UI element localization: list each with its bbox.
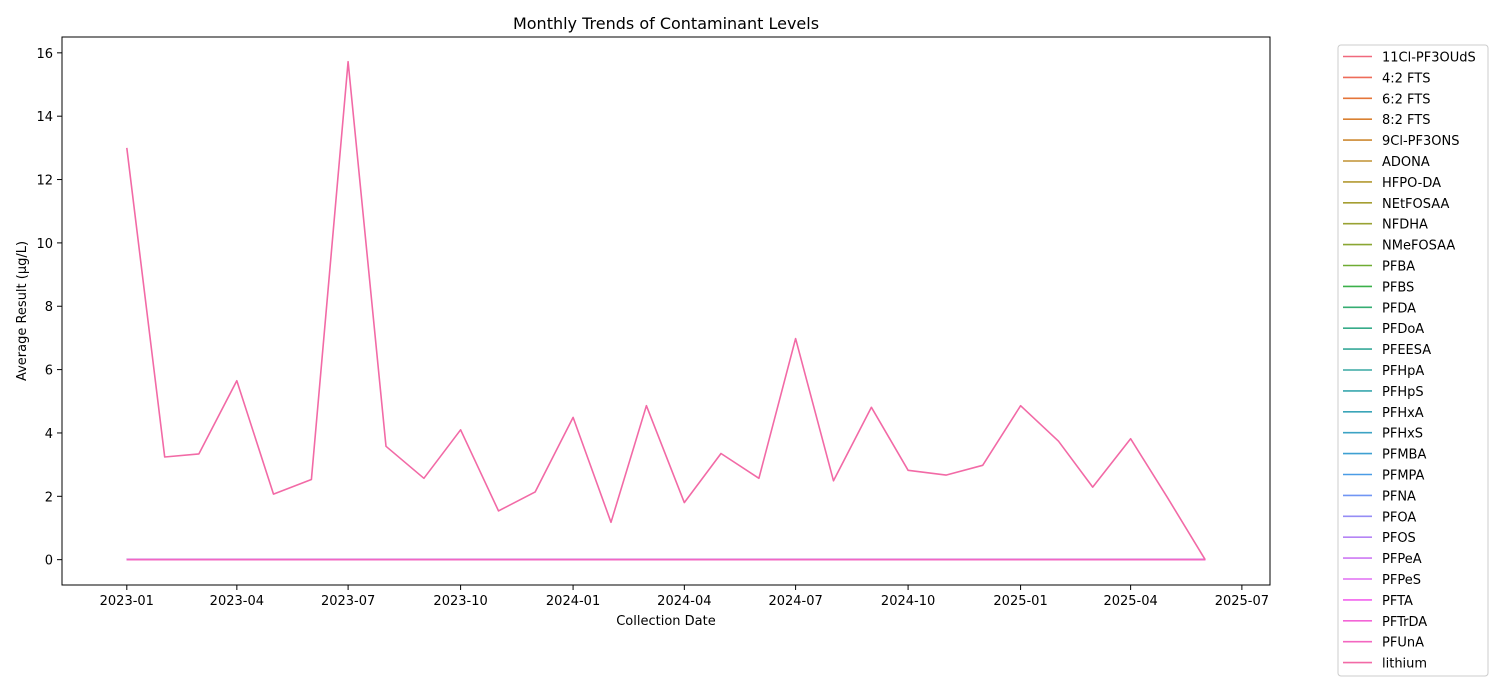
legend-entry-label: PFHxS (1382, 427, 1423, 442)
y-tick-label: 4 (45, 427, 53, 442)
legend-entry-label: 6:2 FTS (1382, 92, 1431, 107)
x-tick-label: 2024-07 (768, 594, 822, 609)
legend-entry-label: PFUnA (1382, 636, 1424, 651)
legend: 11Cl-PF3OUdS 4:2 FTS 6:2 FTS 8:2 FTS 9Cl-PF3… (1337, 44, 1489, 677)
y-tick-label: 14 (36, 110, 53, 125)
legend-frame (1337, 44, 1489, 677)
legend-entry-label: PFOS (1382, 531, 1416, 546)
legend-entry-label: PFDA (1382, 301, 1416, 316)
x-axis-label: Collection Date (616, 614, 716, 629)
x-tick-label: 2023-07 (321, 594, 375, 609)
legend-entry-label: PFNA (1382, 489, 1416, 504)
series-line-29 (126, 60, 1206, 561)
legend-entry-label: ADONA (1382, 155, 1430, 170)
y-tick-label: 16 (36, 47, 53, 62)
legend-entry-label: NEtFOSAA (1382, 197, 1449, 212)
y-tick-label: 6 (45, 364, 53, 379)
legend-entry-label: PFDoA (1382, 322, 1424, 337)
legend-entry-label: HFPO-DA (1382, 176, 1441, 191)
y-tick-label: 12 (36, 174, 53, 189)
legend-entry-label: 9Cl-PF3ONS (1382, 134, 1459, 149)
plot-area-frame (61, 36, 1271, 586)
y-tick-label: 8 (45, 300, 53, 315)
y-tick-label: 2 (45, 490, 53, 505)
legend-entry-label: lithium (1382, 657, 1427, 672)
y-axis: 0 2 4 6 8 10 12 14 16 (36, 47, 62, 569)
x-axis: 2023-01 2023-04 2023-07 2023-10 2024-01 2024-… (100, 585, 1269, 609)
x-tick-label: 2024-04 (657, 594, 711, 609)
legend-entry-label: PFOA (1382, 510, 1416, 525)
legend-entry-label: PFPeA (1382, 552, 1422, 567)
legend-entry-label: PFBA (1382, 260, 1415, 275)
x-tick-label: 2023-04 (210, 594, 264, 609)
legend-entry-label: NMeFOSAA (1382, 239, 1455, 254)
legend-entry-label: PFBS (1382, 280, 1414, 295)
x-tick-label: 2025-04 (1103, 594, 1157, 609)
legend-entry-label: PFMBA (1382, 448, 1426, 463)
legend-entry-label: PFTrDA (1382, 615, 1427, 630)
x-tick-label: 2024-10 (881, 594, 935, 609)
x-tick-label: 2024-01 (546, 594, 600, 609)
x-tick-label: 2025-01 (993, 594, 1047, 609)
legend-entry-label: NFDHA (1382, 218, 1428, 233)
legend-entry-label: PFEESA (1382, 343, 1431, 358)
legend-entry-label: PFHpS (1382, 385, 1424, 400)
legend-entry-label: 4:2 FTS (1382, 71, 1431, 86)
legend-entry-label: 8:2 FTS (1382, 113, 1431, 128)
y-axis-label: Average Result (µg/L) (15, 241, 30, 381)
x-tick-label: 2025-07 (1215, 594, 1269, 609)
legend-entry-label: PFHxA (1382, 406, 1424, 421)
legend-entry-label: PFHpA (1382, 364, 1424, 379)
x-tick-label: 2023-01 (100, 594, 154, 609)
legend-entry-label: PFMPA (1382, 469, 1425, 484)
legend-entry-label: 11Cl-PF3OUdS (1382, 51, 1476, 66)
legend-entry-label: PFTA (1382, 594, 1413, 609)
x-tick-label: 2023-10 (433, 594, 487, 609)
plot-series (126, 60, 1206, 561)
legend-entry-label: PFPeS (1382, 573, 1421, 588)
chart-title: Monthly Trends of Contaminant Levels (513, 14, 819, 33)
y-tick-label: 0 (45, 554, 53, 569)
y-tick-label: 10 (36, 237, 53, 252)
